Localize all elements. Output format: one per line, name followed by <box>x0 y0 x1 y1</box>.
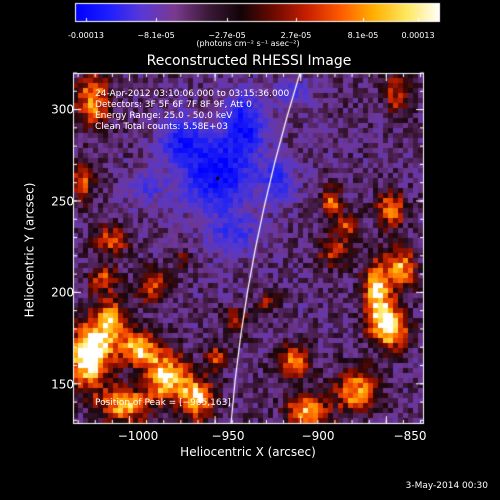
plot-title: Reconstructed RHESSI Image <box>146 53 352 69</box>
colorbar-tick-label: −8.1e-05 <box>137 31 175 40</box>
colorbar-tick-label: 2.7e-05 <box>280 31 312 40</box>
y-tick-label: 300 <box>51 102 74 117</box>
colorbar-units: (photons cm⁻² s⁻¹ asec⁻²) <box>196 39 300 48</box>
x-tick-label: −900 <box>301 429 335 443</box>
colorbar-tick-label: -0.00013 <box>68 31 104 40</box>
plot-timestamp: 3-May-2014 00:30 <box>405 481 488 491</box>
annotation-energy-range: Energy Range: 25.0 - 50.0 keV <box>95 111 233 121</box>
y-tick-label: 200 <box>51 285 74 300</box>
x-tick-label: −850 <box>393 429 427 443</box>
annotation-detectors: Detectors: 3F 5F 6F 7F 8F 9F, Att 0 <box>95 100 252 110</box>
colorbar-tick-label: −2.7e-05 <box>208 31 246 40</box>
y-tick-label: 250 <box>51 194 74 209</box>
annotation-total-counts: Clean Total counts: 5.58E+03 <box>95 122 228 132</box>
annotation-peak-position: Position of Peak = [−905,163] <box>95 398 231 408</box>
x-tick-label: −950 <box>211 429 245 443</box>
x-tick-label: −1000 <box>117 429 159 443</box>
x-axis-label: Heliocentric X (arcsec) <box>180 445 316 459</box>
y-axis-label: Heliocentric Y (arcsec) <box>22 182 37 318</box>
y-tick-label: 150 <box>51 377 74 392</box>
colorbar-tick-label: 8.1e-05 <box>347 31 379 40</box>
colorbar-tick-label: 0.00013 <box>401 31 435 40</box>
annotation-time-range: 24-Apr-2012 03:10:06.000 to 03:15:36.000 <box>95 89 290 99</box>
